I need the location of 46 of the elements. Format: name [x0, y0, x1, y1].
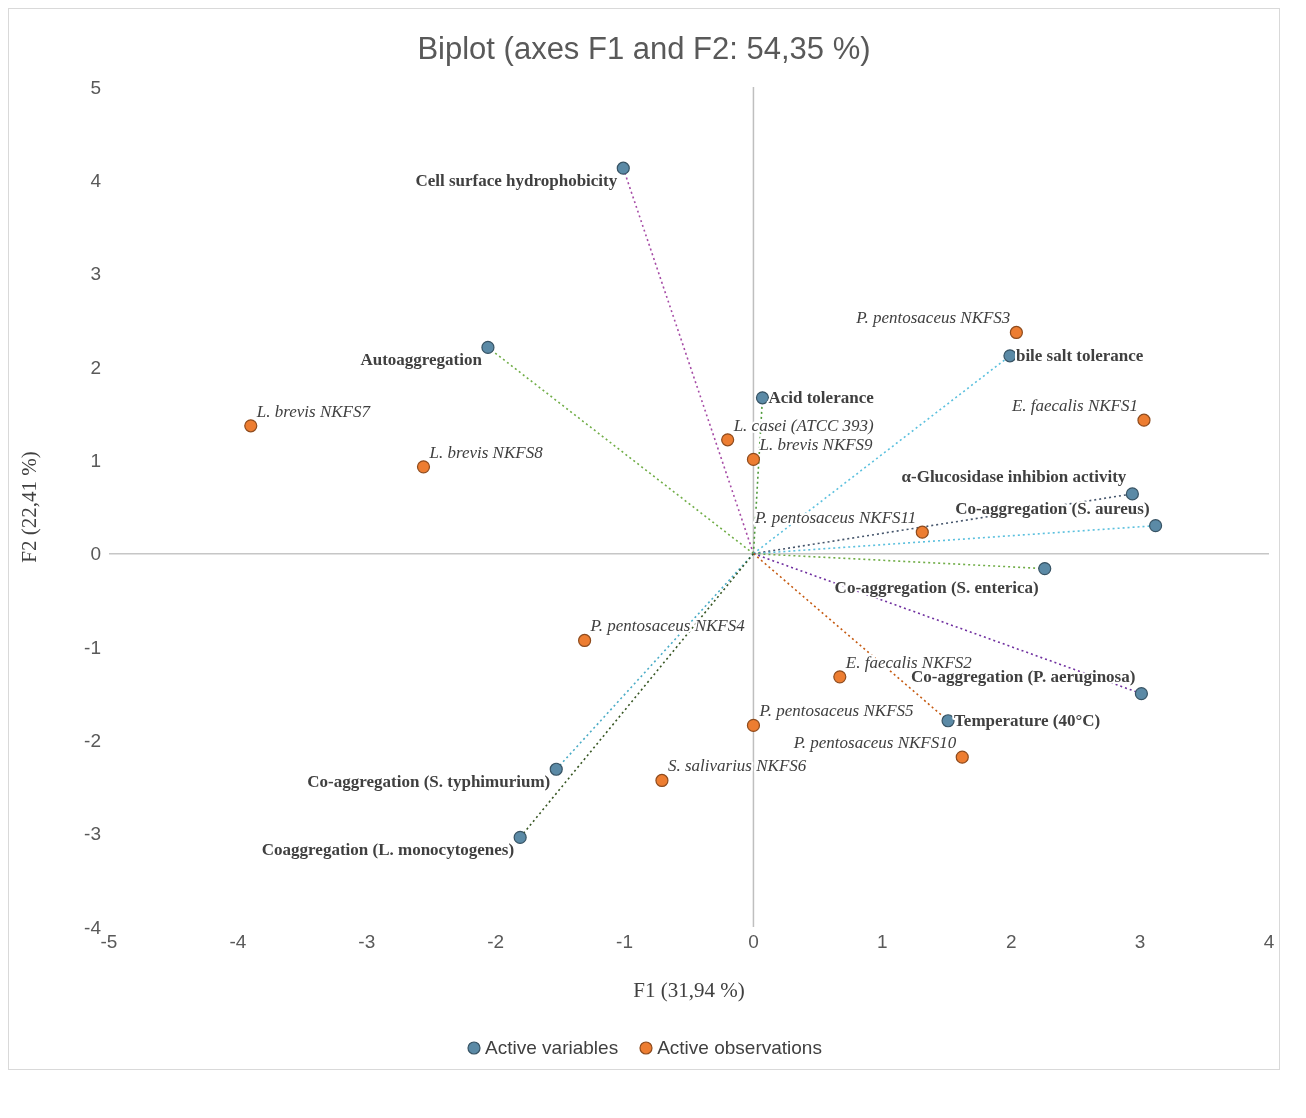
annotation: L. brevis NKFS8	[428, 442, 544, 462]
annotation: S. salivarius NKFS6	[667, 756, 807, 776]
x-tick-label: -1	[616, 931, 634, 953]
annotation: P. pentosaceus NKFS5	[758, 701, 914, 721]
legend-label: Active variables	[485, 1037, 619, 1059]
x-tick-label: -5	[100, 931, 118, 953]
annotation: P. pentosaceus NKFS10	[792, 733, 957, 753]
annotation: E. faecalis NKFS1	[1010, 396, 1138, 416]
x-axis-title: F1 (31,94 %)	[633, 978, 745, 1002]
annotation: L. brevis NKFS9	[758, 435, 874, 455]
y-tick-label: -3	[84, 823, 101, 845]
annotation: Cell surface hydrophobicity	[415, 171, 618, 191]
x-tick-label: 1	[877, 931, 888, 953]
x-tick-label: -4	[229, 931, 247, 953]
annotation: bile salt tolerance	[1015, 345, 1144, 365]
y-axis-title: F2 (22,41 %)	[17, 451, 42, 563]
annotation: Autoaggregation	[360, 350, 483, 370]
annotation: P. pentosaceus NKFS3	[855, 308, 1011, 328]
x-tick-label: 0	[748, 931, 759, 953]
legend-label: Active observations	[657, 1037, 822, 1059]
x-tick-label: -2	[487, 931, 505, 953]
y-tick-label: 5	[90, 76, 101, 98]
annotation: Co-aggregation (S. typhimurium)	[307, 772, 551, 792]
annotation: Co-aggregation (S. enterica)	[834, 577, 1039, 597]
annotation: E. faecalis NKFS2	[844, 652, 973, 672]
annotation: Temperature (40°C)	[954, 710, 1101, 730]
x-tick-label: 2	[1005, 931, 1017, 953]
y-tick-label: 0	[90, 543, 101, 565]
x-tick-label: -3	[358, 931, 376, 953]
annotation: P. pentosaceus NKFS4	[589, 616, 746, 636]
annotation: Acid tolerance	[768, 387, 875, 407]
y-tick-label: 4	[90, 170, 102, 192]
chart-title: Biplot (axes F1 and F2: 54,35 %)	[416, 31, 872, 67]
y-tick-label: 2	[90, 356, 101, 378]
y-tick-label: 1	[90, 450, 101, 472]
annotation: Coaggregation (L. monocytogenes)	[261, 840, 515, 860]
y-tick-label: -2	[84, 730, 101, 752]
x-tick-label: 4	[1263, 931, 1275, 953]
annotation: L. casei (ATCC 393)	[732, 415, 875, 435]
y-tick-label: -4	[84, 916, 102, 938]
x-tick-label: 3	[1134, 931, 1146, 953]
annotation: α-Glucosidase inhibion activity	[901, 466, 1127, 486]
annotation: L. brevis NKFS7	[255, 401, 372, 421]
y-tick-label: -1	[84, 636, 101, 658]
y-tick-label: 3	[90, 263, 101, 285]
annotation: P. pentosaceus NKFS11	[753, 508, 917, 528]
